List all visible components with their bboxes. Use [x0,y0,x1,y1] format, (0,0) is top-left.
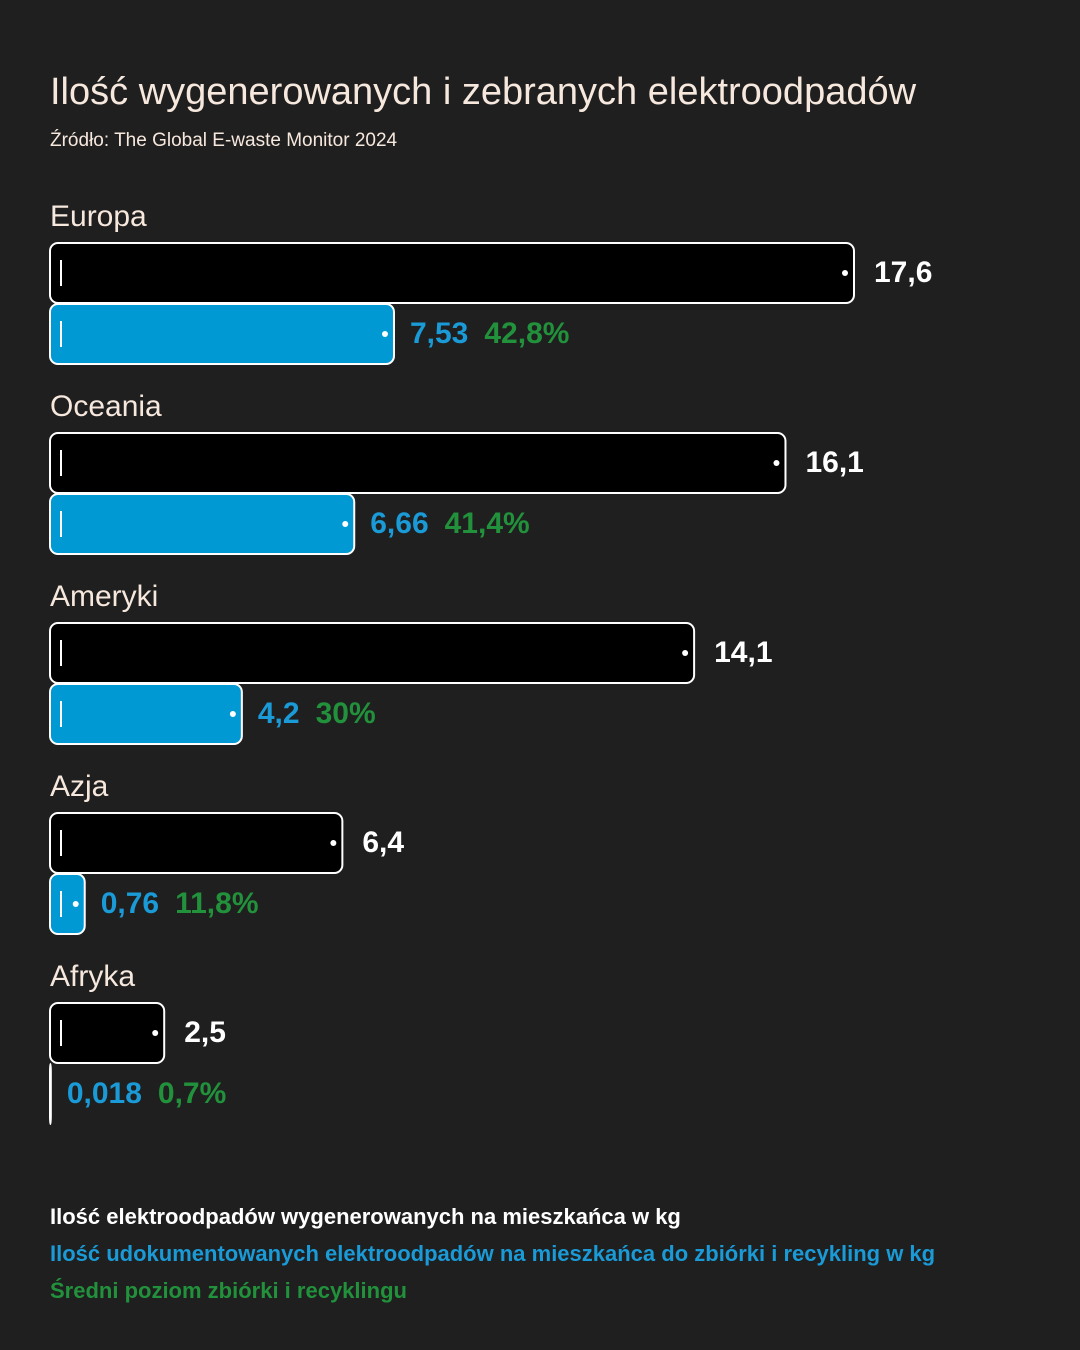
bar-dot [842,270,848,276]
bar-dot [152,1030,159,1036]
chart-title: Ilość wygenerowanych i zebranych elektro… [50,71,917,113]
bar-dot [330,840,337,846]
value-label: 6,66 [370,507,428,540]
bar-dot [381,331,388,337]
value-label: 0,76 [101,887,159,920]
value-label: 2,5 [184,1016,226,1049]
bar [49,432,787,494]
percent-label: 30% [316,697,376,730]
percent-label: 0,7% [158,1077,226,1110]
bar [49,1002,166,1064]
bar-dot [72,901,79,907]
bar-dot [342,521,349,527]
bar [49,1063,52,1125]
value-label: 14,1 [714,636,772,669]
category-label: Oceania [50,390,162,423]
bar [49,683,243,745]
category-label: Europa [50,200,147,233]
percent-label: 42,8% [484,317,569,350]
value-label: 16,1 [805,446,863,479]
bar [49,303,395,365]
chart-subtitle: Źródło: The Global E-waste Monitor 2024 [50,130,398,151]
legend-entry: Średni poziom zbiórki i recyklingu [50,1278,407,1303]
bar [49,242,855,304]
value-label: 7,53 [410,317,468,350]
bar [49,493,356,555]
bar-dot [773,460,780,466]
value-label: 6,4 [362,826,404,859]
category-label: Afryka [50,960,135,993]
value-label: 0,018 [67,1077,142,1110]
value-label: 4,2 [258,697,300,730]
bar [49,812,344,874]
bar-dot [229,711,236,717]
legend-entry: Ilość udokumentowanych elektroodpadów na… [50,1241,935,1266]
legend-entry: Ilość elektroodpadów wygenerowanych na m… [50,1204,681,1229]
bar [49,873,86,935]
category-label: Ameryki [50,580,158,613]
value-label: 17,6 [874,256,932,289]
bar [49,622,696,684]
percent-label: 11,8% [175,887,258,920]
percent-label: 41,4% [445,507,530,540]
category-label: Azja [50,770,109,803]
bar-dot [682,650,689,656]
